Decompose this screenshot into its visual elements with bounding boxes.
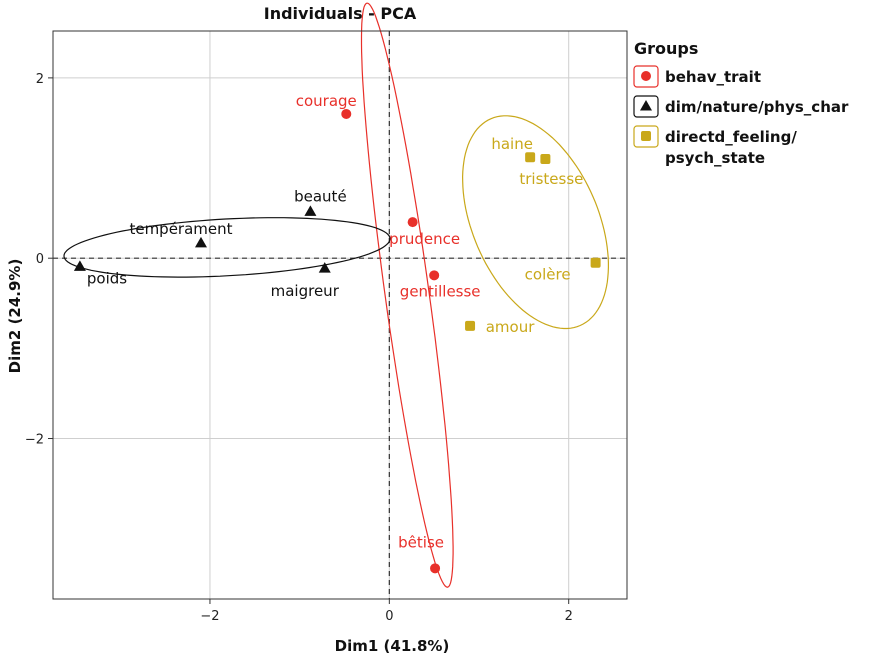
legend-title: Groups [634,39,698,58]
legend: Groups behav_trait dim/nature/phys_chardir… [633,39,849,167]
point-label-tristesse: tristesse [519,170,583,188]
point-colere [590,257,601,268]
confidence-ellipse-behav-trait [360,2,454,588]
point-label-gentillesse: gentillesse [400,282,481,300]
point-courage [341,108,352,119]
point-label-haine: haine [491,135,533,153]
legend-key-square [641,131,651,141]
confidence-ellipse-dim-nature-phys-char [63,217,391,278]
legend-key-triangle [640,100,652,111]
x-tick-label: −2 [200,609,219,624]
point-label-temperament: tempérament [129,220,232,238]
plot-border [52,30,628,600]
point-temperament [194,236,207,248]
legend-label-dim-nature-phys-char-0: dim/nature/phys_char [665,98,849,116]
point-beaute [304,205,317,216]
chart-title: Individuals - PCA [264,4,417,23]
point-label-betise: bêtise [398,533,444,551]
point-amour [465,320,476,331]
legend-key-circle [641,71,651,81]
y-tick-label: −2 [25,433,44,448]
x-axis-title: Dim1 (41.8%) [335,637,450,655]
point-gentillesse [429,270,440,281]
legend-label-behav-trait-0: behav_trait [665,68,761,86]
point-label-poids: poids [87,269,127,287]
point-label-beaute: beauté [294,187,347,205]
y-tick-label: 2 [36,72,44,87]
point-tristesse [540,154,551,165]
point-prudence [407,217,418,228]
legend-label-directd-feeling-psych-state-1: psych_state [665,149,765,167]
y-axis-title: Dim2 (24.9%) [6,259,24,374]
point-label-prudence: prudence [389,230,460,248]
legend-label-directd-feeling-psych-state-0: directd_feeling/ [665,128,797,146]
y-tick-label: 0 [36,252,44,267]
point-poids [73,260,86,271]
point-label-maigreur: maigreur [271,282,340,300]
point-label-colere: colère [525,266,571,284]
point-maigreur [318,262,331,273]
plot-area: −2 0 2 −2 0 2 courage prudence gentillesse bêtise… [25,2,628,624]
x-tick-label: 0 [385,609,393,624]
point-haine [525,152,536,163]
point-label-amour: amour [486,318,535,336]
point-betise [430,563,441,574]
point-label-courage: courage [296,92,357,110]
confidence-ellipse-directd-feeling-psych-state [461,115,609,330]
x-tick-label: 2 [565,609,573,624]
